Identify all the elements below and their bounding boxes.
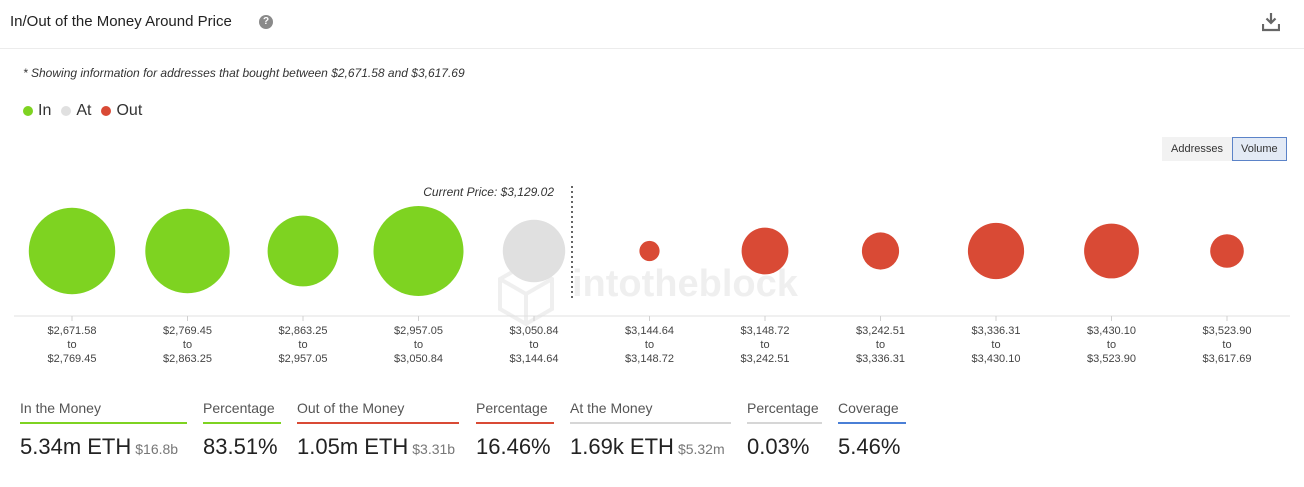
legend-label-at: At [76,102,92,119]
x-tick-label: $3,430.10 [1087,325,1136,337]
help-icon[interactable]: ? [259,15,273,29]
x-tick-label: $3,148.72 [741,325,790,337]
x-tick-label: $2,863.25 [279,325,328,337]
stat-main: 1.69k ETH [570,434,674,459]
stat-label: Out of the Money [297,400,459,424]
stat-label: Percentage [747,400,822,424]
legend-item-at[interactable]: At [61,102,91,120]
bubble-chart: intotheblock Current Price: $3,129.02 $2… [14,185,1290,365]
legend-dot-out [101,106,112,116]
x-tick-label: $2,671.58 [48,325,97,337]
stat-label: Percentage [476,400,554,424]
legend-dot-in [23,106,33,116]
x-tick-label: to [414,339,423,351]
x-tick-label: to [1222,339,1231,351]
x-tick-label: $3,523.90 [1087,353,1136,365]
x-tick-label: $2,957.05 [394,325,443,337]
stat-value: 0.03% [747,434,822,460]
stat-label: Coverage [838,400,906,424]
bubble-in[interactable] [373,206,464,296]
x-tick-label: $3,523.90 [1203,325,1252,337]
bubble-at[interactable] [502,219,566,283]
x-tick-label: $2,769.45 [163,325,212,337]
x-tick-label: $3,050.84 [394,353,443,365]
stat-main: 5.34m ETH [20,434,132,459]
x-tick-label: $3,144.64 [510,353,559,365]
x-tick-label: to [760,339,769,351]
stat-at-the-money: At the Money 1.69k ETH $5.32m [570,400,731,460]
bubble-in[interactable] [267,215,339,287]
stat-in-percentage: Percentage 83.51% [203,400,281,460]
metric-toggle: Addresses Volume [1162,137,1287,161]
bubble-group [28,206,1244,296]
stat-label: Percentage [203,400,281,424]
watermark-logo-icon [498,261,554,327]
volume-button[interactable]: Volume [1231,137,1287,161]
x-tick-label: $3,050.84 [510,325,559,337]
stat-main: 16.46% [476,434,551,459]
stat-main: 1.05m ETH [297,434,409,459]
range-note: * Showing information for addresses that… [23,66,465,80]
x-tick-label: to [991,339,1000,351]
x-tick-label: to [529,339,538,351]
stat-value: 83.51% [203,434,281,460]
bubble-in[interactable] [145,208,230,294]
x-tick-label: $3,617.69 [1203,353,1252,365]
stat-main: 0.03% [747,434,810,459]
x-tick-label: to [298,339,307,351]
addresses-button[interactable]: Addresses [1162,137,1232,161]
stat-sub: $5.32m [677,441,725,457]
x-tick-label: $3,242.51 [741,353,790,365]
current-price-label: Current Price: $3,129.02 [423,185,554,199]
legend-dot-at [61,106,72,116]
x-tick-label: to [183,339,192,351]
bubble-out[interactable] [1084,223,1139,279]
stat-value: 5.46% [838,434,906,460]
bubble-out[interactable] [639,240,660,262]
stat-in-the-money: In the Money 5.34m ETH $16.8b [20,400,187,460]
stat-out-of-the-money: Out of the Money 1.05m ETH $3.31b [297,400,459,460]
x-axis-labels: $2,671.58 to $2,769.45 $2,769.45 to $2,863.25… [48,316,1252,365]
legend-item-out[interactable]: Out [101,102,142,120]
bubble-out[interactable] [861,232,900,270]
stat-value: 16.46% [476,434,554,460]
legend: In At Out [23,102,142,120]
x-tick-label: $3,336.31 [856,353,905,365]
stat-label: In the Money [20,400,187,424]
x-tick-label: $3,242.51 [856,325,905,337]
stat-label: At the Money [570,400,731,424]
x-tick-label: $3,336.31 [972,325,1021,337]
bubble-out[interactable] [967,222,1025,280]
x-tick-label: $3,148.72 [625,353,674,365]
x-tick-label: to [645,339,654,351]
stat-main: 83.51% [203,434,278,459]
chart-header: In/Out of the Money Around Price ? [0,0,1304,49]
stat-at-percentage: Percentage 0.03% [747,400,822,460]
x-tick-label: to [67,339,76,351]
stat-main: 5.46% [838,434,901,459]
x-tick-label: $3,144.64 [625,325,674,337]
x-tick-label: $2,957.05 [279,353,328,365]
download-icon[interactable] [1262,12,1280,32]
stat-coverage: Coverage 5.46% [838,400,906,460]
legend-label-in: In [38,102,52,119]
legend-label-out: Out [116,102,143,119]
stat-value: 5.34m ETH $16.8b [20,434,187,460]
page-title: In/Out of the Money Around Price [10,13,232,30]
legend-item-in[interactable]: In [23,102,51,120]
stat-value: 1.05m ETH $3.31b [297,434,459,460]
x-tick-label: to [876,339,885,351]
stat-sub: $16.8b [135,441,179,457]
bubble-out[interactable] [741,227,789,275]
stat-value: 1.69k ETH $5.32m [570,434,731,460]
bubble-in[interactable] [28,207,116,295]
x-tick-label: $3,430.10 [972,353,1021,365]
x-tick-label: to [1107,339,1116,351]
stat-sub: $3.31b [412,441,456,457]
x-tick-label: $2,769.45 [48,353,97,365]
bubble-out[interactable] [1210,234,1244,268]
stat-out-percentage: Percentage 16.46% [476,400,554,460]
x-tick-label: $2,863.25 [163,353,212,365]
